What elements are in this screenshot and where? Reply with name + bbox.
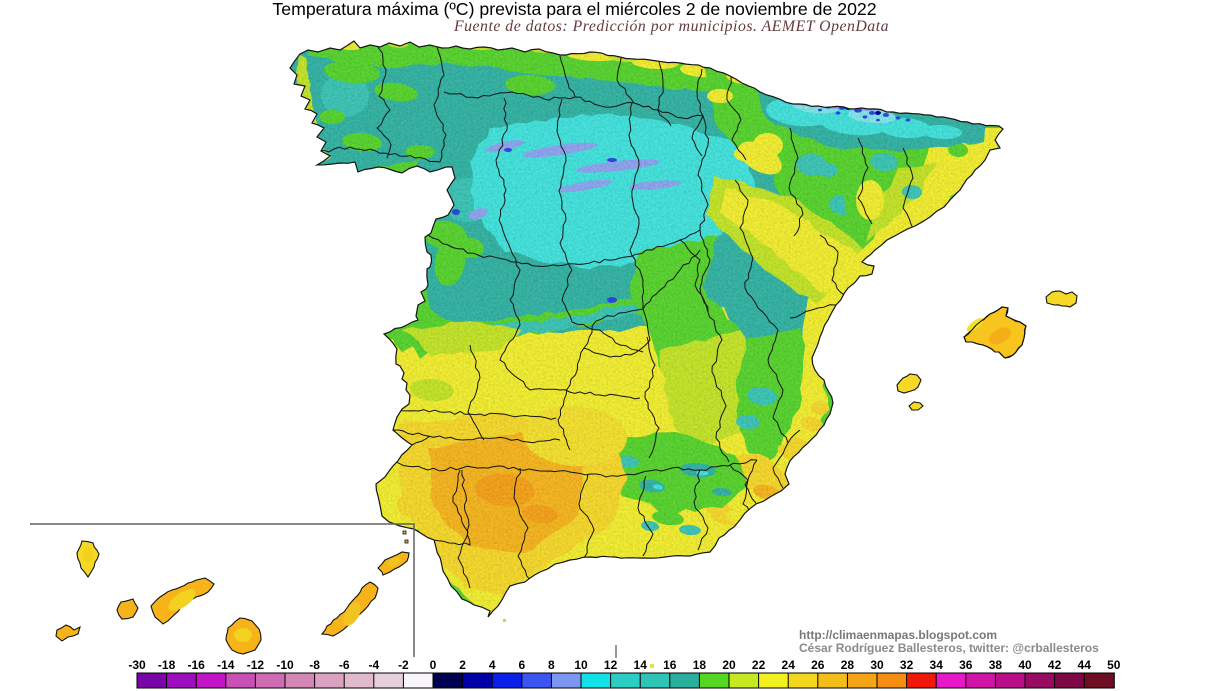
svg-text:28: 28 xyxy=(841,658,855,672)
svg-text:26: 26 xyxy=(811,658,825,672)
svg-text:4: 4 xyxy=(489,658,496,672)
svg-text:32: 32 xyxy=(900,658,914,672)
svg-text:8: 8 xyxy=(548,658,555,672)
svg-text:-2: -2 xyxy=(398,658,409,672)
svg-text:-6: -6 xyxy=(339,658,350,672)
svg-text:-10: -10 xyxy=(276,658,294,672)
svg-text:-12: -12 xyxy=(247,658,265,672)
svg-text:-8: -8 xyxy=(309,658,320,672)
svg-text:-16: -16 xyxy=(188,658,206,672)
svg-text:40: 40 xyxy=(1018,658,1032,672)
svg-text:20: 20 xyxy=(722,658,736,672)
svg-text:12: 12 xyxy=(604,658,618,672)
svg-text:2: 2 xyxy=(459,658,466,672)
svg-text:22: 22 xyxy=(752,658,766,672)
svg-text:-14: -14 xyxy=(217,658,235,672)
svg-text:10: 10 xyxy=(574,658,588,672)
svg-text:18: 18 xyxy=(693,658,707,672)
svg-text:24: 24 xyxy=(782,658,796,672)
svg-text:50: 50 xyxy=(1107,658,1121,672)
svg-text:0: 0 xyxy=(430,658,437,672)
svg-text:-30: -30 xyxy=(128,658,146,672)
svg-text:38: 38 xyxy=(989,658,1003,672)
svg-text:-4: -4 xyxy=(368,658,379,672)
svg-text:36: 36 xyxy=(959,658,973,672)
svg-text:6: 6 xyxy=(518,658,525,672)
svg-text:34: 34 xyxy=(930,658,944,672)
svg-text:30: 30 xyxy=(870,658,884,672)
svg-text:16: 16 xyxy=(663,658,677,672)
svg-text:-18: -18 xyxy=(158,658,176,672)
svg-text:42: 42 xyxy=(1048,658,1062,672)
svg-text:14: 14 xyxy=(634,658,648,672)
svg-text:44: 44 xyxy=(1078,658,1092,672)
